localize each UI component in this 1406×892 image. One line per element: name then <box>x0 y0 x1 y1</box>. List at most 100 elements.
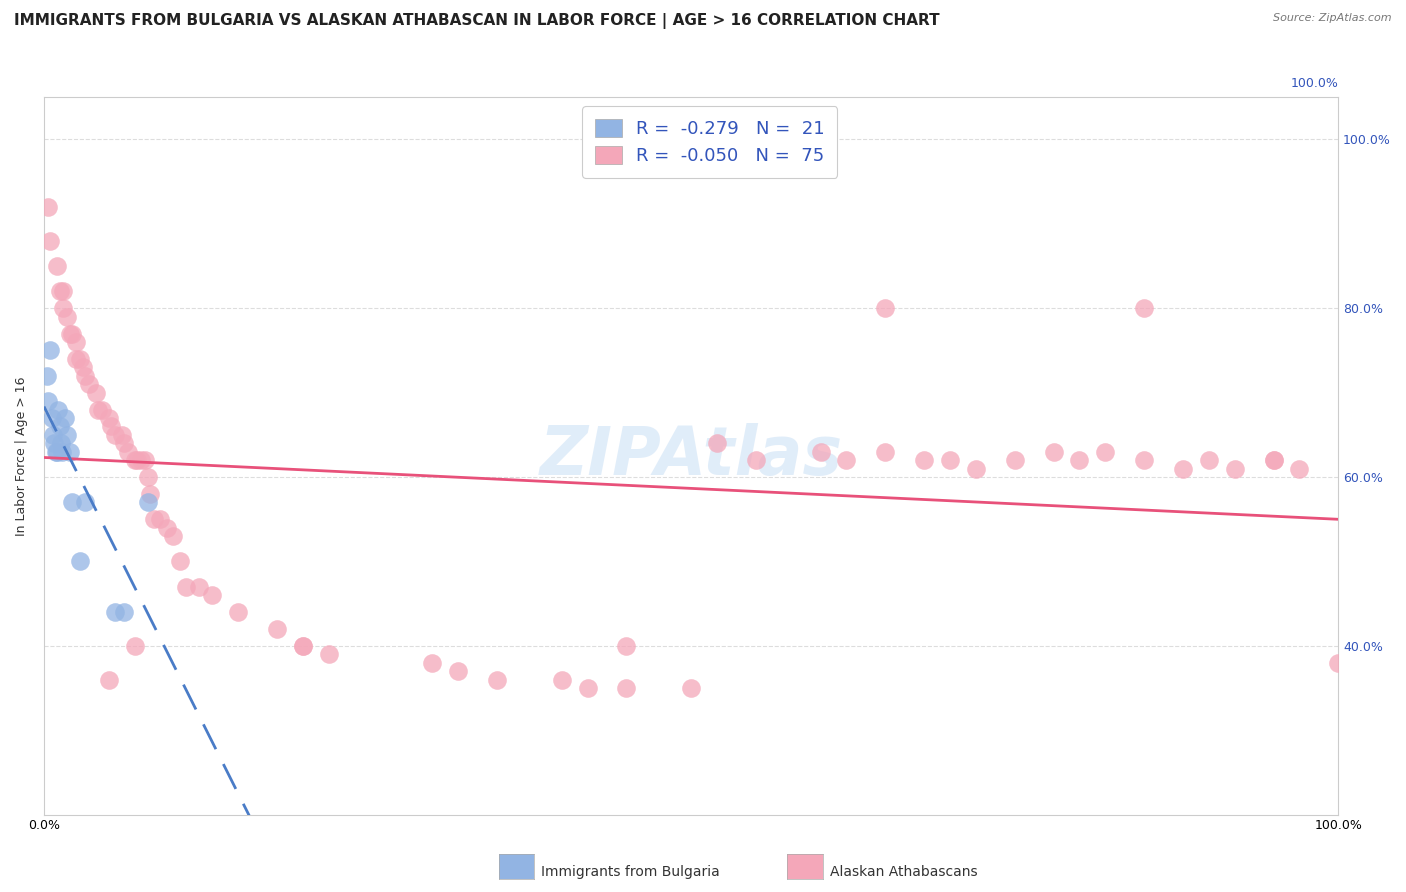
Point <box>48 419 70 434</box>
Point <box>100 419 122 434</box>
Point <box>485 673 508 687</box>
Point <box>124 453 146 467</box>
Text: ZIPAtlas: ZIPAtlas <box>540 423 842 489</box>
Point <box>56 427 79 442</box>
Point <box>111 427 134 442</box>
Point <box>616 681 638 695</box>
Point <box>176 580 198 594</box>
Point <box>65 334 87 349</box>
Point <box>112 436 135 450</box>
Point <box>104 605 127 619</box>
Point <box>201 588 224 602</box>
Point <box>41 411 63 425</box>
Point <box>35 368 58 383</box>
Point <box>156 521 179 535</box>
Point <box>48 285 70 299</box>
Point <box>87 402 110 417</box>
Point <box>37 200 59 214</box>
Point <box>129 453 152 467</box>
Point <box>576 681 599 695</box>
Point <box>75 368 97 383</box>
Point <box>447 664 470 678</box>
Point <box>1004 453 1026 467</box>
Point <box>149 512 172 526</box>
Text: Source: ZipAtlas.com: Source: ZipAtlas.com <box>1274 13 1392 23</box>
Point <box>45 444 67 458</box>
Point <box>291 639 314 653</box>
Point <box>42 427 65 442</box>
Point <box>1327 656 1350 670</box>
Point <box>1069 453 1091 467</box>
Point <box>117 444 139 458</box>
Text: 100.0%: 100.0% <box>1291 77 1339 90</box>
Point <box>44 436 66 450</box>
Point <box>1133 453 1156 467</box>
Point <box>420 656 443 670</box>
Point <box>162 529 184 543</box>
Point <box>616 639 638 653</box>
Text: IMMIGRANTS FROM BULGARIA VS ALASKAN ATHABASCAN IN LABOR FORCE | AGE > 16 CORRELA: IMMIGRANTS FROM BULGARIA VS ALASKAN ATHA… <box>14 13 939 29</box>
Point <box>1094 444 1116 458</box>
Point <box>104 427 127 442</box>
Point <box>45 444 67 458</box>
Point <box>124 639 146 653</box>
Point <box>1263 453 1285 467</box>
Point <box>1133 301 1156 316</box>
Point <box>143 512 166 526</box>
Point <box>965 461 987 475</box>
Point <box>745 453 768 467</box>
Point <box>59 326 82 341</box>
Point <box>1223 461 1246 475</box>
Point <box>69 351 91 366</box>
Point <box>51 444 73 458</box>
Point <box>188 580 211 594</box>
Point <box>127 453 149 467</box>
Point <box>37 394 59 409</box>
Point <box>39 343 62 358</box>
Point <box>318 647 340 661</box>
Y-axis label: In Labor Force | Age > 16: In Labor Force | Age > 16 <box>15 376 28 536</box>
Point <box>39 234 62 248</box>
Point <box>706 436 728 450</box>
Point <box>875 444 897 458</box>
Point <box>1263 453 1285 467</box>
Point <box>72 360 94 375</box>
Point <box>1171 461 1194 475</box>
Point <box>136 495 159 509</box>
Legend: R =  -0.279   N =  21, R =  -0.050   N =  75: R = -0.279 N = 21, R = -0.050 N = 75 <box>582 106 838 178</box>
Point <box>45 259 67 273</box>
Point <box>681 681 703 695</box>
Point <box>1198 453 1220 467</box>
Point <box>56 310 79 324</box>
Point <box>59 444 82 458</box>
Point <box>266 622 288 636</box>
Point <box>939 453 962 467</box>
Point <box>1288 461 1310 475</box>
Point <box>49 436 72 450</box>
Point <box>97 411 120 425</box>
Point <box>550 673 572 687</box>
Point <box>1042 444 1064 458</box>
Point <box>875 301 897 316</box>
Text: Immigrants from Bulgaria: Immigrants from Bulgaria <box>541 865 720 880</box>
Point <box>52 301 75 316</box>
Point <box>69 554 91 568</box>
Point <box>810 444 832 458</box>
Point <box>112 605 135 619</box>
Point <box>77 377 100 392</box>
Text: Alaskan Athabascans: Alaskan Athabascans <box>830 865 977 880</box>
Point <box>84 385 107 400</box>
Point <box>912 453 935 467</box>
Point <box>169 554 191 568</box>
Point <box>62 326 84 341</box>
Point <box>226 605 249 619</box>
Point <box>91 402 114 417</box>
Point <box>134 453 156 467</box>
Point <box>291 639 314 653</box>
Point <box>62 495 84 509</box>
Point <box>75 495 97 509</box>
Point <box>53 411 76 425</box>
Point <box>97 673 120 687</box>
Point <box>46 402 69 417</box>
Point <box>65 351 87 366</box>
